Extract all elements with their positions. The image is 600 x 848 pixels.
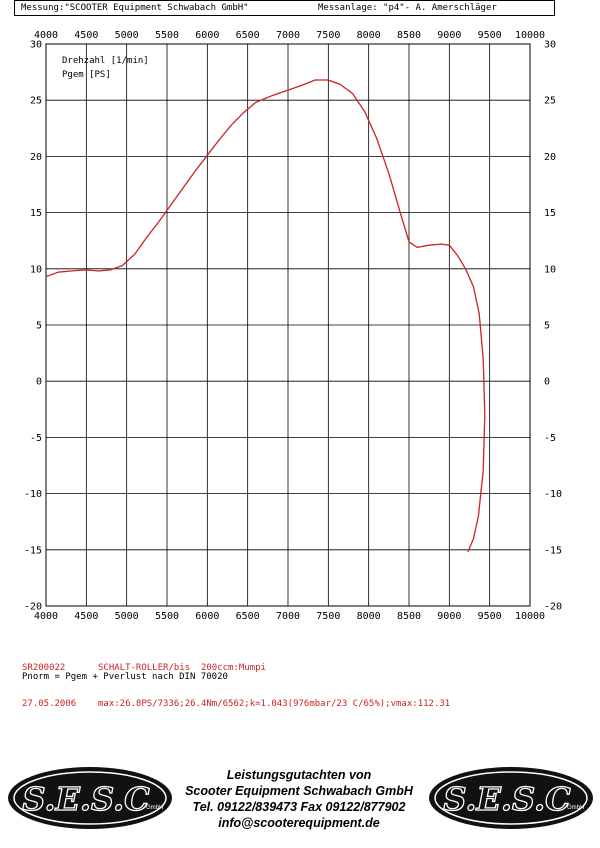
y-tick-label: 20 — [544, 152, 556, 163]
measurement-header: Messung:"SCOOTER Equipment Schwabach Gmb… — [14, 0, 555, 16]
footer-title: Leistungsgutachten von — [226, 768, 372, 782]
y-tick-label: 10 — [30, 264, 42, 275]
run-date: 27.05.2006 — [22, 699, 77, 709]
y-tick-label: -5 — [30, 433, 42, 444]
measurement-facility: Messanlage: "p4"- A. Amerschläger — [318, 3, 497, 13]
x-tick-label: 9000 — [437, 611, 461, 622]
x-tick-label: 7000 — [276, 611, 300, 622]
y-tick-label: -20 — [544, 602, 562, 613]
x-tick-label: 4500 — [74, 30, 98, 41]
series-group — [45, 79, 486, 553]
y-tick-label: 10 — [544, 264, 556, 275]
legend-entry: Drehzahl [1/min] — [62, 56, 149, 66]
x-tick-label: 4500 — [74, 611, 98, 622]
power-chart: 4000400045004500500050005500550060006000… — [24, 30, 562, 622]
x-tick-label: 9000 — [437, 30, 461, 41]
series-line-pgem — [45, 79, 486, 553]
company-footer: Leistungsgutachten von Scooter Equipment… — [170, 767, 428, 831]
y-tick-label: 30 — [30, 40, 42, 51]
x-tick-label: 8500 — [397, 611, 421, 622]
x-tick-label: 9500 — [478, 30, 502, 41]
x-tick-label: 4000 — [34, 30, 58, 41]
y-tick-label: 15 — [30, 208, 42, 219]
tick-labels: 4000400045004500500050005500550060006000… — [24, 30, 562, 622]
plot-area-frame — [45, 43, 531, 607]
y-tick-label: -10 — [24, 489, 42, 500]
y-tick-label: -15 — [24, 545, 42, 556]
x-tick-label: 4000 — [34, 611, 58, 622]
x-tick-label: 5500 — [155, 611, 179, 622]
vehicle-description: SCHALT-ROLLER/bis 200ccm:Mumpi — [98, 663, 266, 673]
y-tick-label: 25 — [30, 96, 42, 107]
y-tick-label: 15 — [544, 208, 556, 219]
x-tick-label: 7000 — [276, 30, 300, 41]
y-tick-label: 0 — [36, 377, 42, 388]
norm-formula: Pnorm = Pgem + Pverlust nach DIN 70020 — [22, 672, 228, 682]
x-tick-label: 8000 — [357, 611, 381, 622]
measurement-info: SR200022 SCHALT-ROLLER/bis 200ccm:Mumpi 2… — [22, 638, 450, 722]
y-tick-label: 25 — [544, 96, 556, 107]
y-tick-label: 5 — [544, 321, 550, 332]
x-tick-label: 10000 — [515, 611, 545, 622]
y-tick-label: -20 — [24, 602, 42, 613]
x-tick-label: 9500 — [478, 611, 502, 622]
logo-suffix: GmbH — [146, 805, 163, 811]
x-tick-label: 7500 — [316, 611, 340, 622]
x-tick-label: 6000 — [195, 30, 219, 41]
legend: Drehzahl [1/min] Pgem [PS] — [62, 56, 149, 80]
legend-entry: Pgem [PS] — [62, 70, 111, 80]
x-tick-label: 6500 — [236, 30, 260, 41]
y-tick-label: 5 — [36, 321, 42, 332]
logo-text: S.E.S.C — [443, 780, 571, 818]
footer-company: Scooter Equipment Schwabach GmbH — [185, 784, 413, 798]
x-tick-label: 6000 — [195, 611, 219, 622]
y-tick-label: -15 — [544, 545, 562, 556]
run-id: SR200022 — [22, 663, 66, 673]
x-tick-label: 5000 — [115, 30, 139, 41]
chart-grid — [45, 43, 531, 607]
y-tick-label: -10 — [544, 489, 562, 500]
x-tick-label: 10000 — [515, 30, 545, 41]
sesc-logo: S.E.S.C GmbH — [8, 767, 172, 829]
sesc-logo: S.E.S.C GmbH — [429, 767, 593, 829]
x-tick-label: 6500 — [236, 611, 260, 622]
y-tick-label: 30 — [544, 40, 556, 51]
y-tick-label: -5 — [544, 433, 556, 444]
x-tick-label: 8500 — [397, 30, 421, 41]
x-tick-label: 5000 — [115, 611, 139, 622]
measurement-title: Messung:"SCOOTER Equipment Schwabach Gmb… — [21, 3, 249, 13]
logo-text: S.E.S.C — [22, 780, 150, 818]
footer-phone: Tel. 09122/839473 Fax 09122/877902 — [192, 800, 406, 814]
y-tick-label: 20 — [30, 152, 42, 163]
y-tick-label: 0 — [544, 377, 550, 388]
x-tick-label: 7500 — [316, 30, 340, 41]
x-tick-label: 5500 — [155, 30, 179, 41]
result-summary: max:26.8PS/7336;26.4Nm/6562;k=1.043(976m… — [98, 699, 451, 709]
footer-email[interactable]: info@scooterequipment.de — [218, 816, 380, 830]
x-tick-label: 8000 — [357, 30, 381, 41]
logo-suffix: GmbH — [567, 805, 584, 811]
